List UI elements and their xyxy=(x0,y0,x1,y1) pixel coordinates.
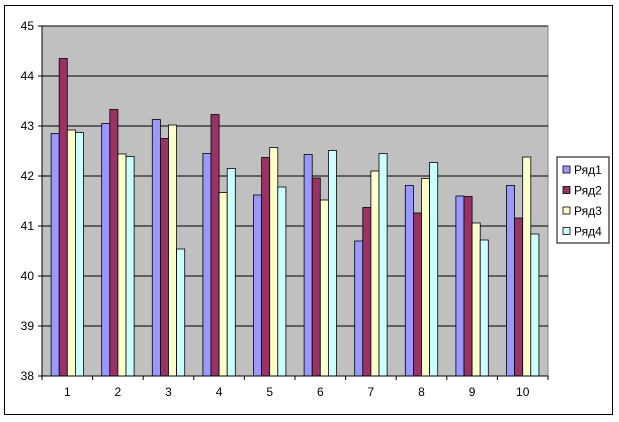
bar-Ряд3-10 xyxy=(522,156,532,377)
bar-Ряд4-9 xyxy=(479,239,489,377)
x-tick-label: 8 xyxy=(418,385,425,399)
legend-swatch-Ряд2 xyxy=(562,186,571,194)
bar-Ряд4-7 xyxy=(378,153,388,377)
bar-Ряд4-10 xyxy=(530,233,540,377)
bar-Ряд2-4 xyxy=(210,114,220,377)
y-tick-label: 44 xyxy=(21,69,35,83)
bar-Ряд3-5 xyxy=(269,147,279,377)
x-tick-label: 10 xyxy=(516,385,530,399)
bar-Ряд2-1 xyxy=(58,58,68,377)
bar-Ряд1-1 xyxy=(50,133,60,377)
bar-Ряд3-7 xyxy=(370,170,380,377)
bar-Ряд2-6 xyxy=(311,177,321,377)
bar-Ряд2-7 xyxy=(362,207,372,377)
bar-Ряд1-2 xyxy=(101,123,111,377)
x-tick-label: 2 xyxy=(115,385,122,399)
bar-Ряд3-4 xyxy=(218,192,228,377)
bar-Ряд2-2 xyxy=(109,109,119,377)
x-tick-label: 1 xyxy=(64,385,71,399)
x-axis-ticks: 1 2 3 4 5 6 7 8 9 10 xyxy=(41,376,549,399)
bar-Ряд1-5 xyxy=(253,194,263,377)
y-tick-label: 38 xyxy=(21,369,35,383)
bar-Ряд1-4 xyxy=(202,153,212,377)
bar-Ряд2-3 xyxy=(159,138,169,377)
bar-Ряд4-6 xyxy=(327,150,337,377)
bar-Ряд1-3 xyxy=(151,119,161,377)
bar-Ряд3-3 xyxy=(168,124,178,377)
bar-Ряд4-3 xyxy=(176,248,186,377)
bar-Ряд1-8 xyxy=(404,185,414,377)
legend: Ряд1 Ряд2 Ряд3 Ряд4 xyxy=(556,156,610,244)
bar-Ряд2-10 xyxy=(514,217,524,377)
bar-Ряд3-9 xyxy=(471,222,481,377)
x-tick-label: 7 xyxy=(368,385,375,399)
bar-Ряд4-8 xyxy=(429,162,439,377)
bar-Ряд2-5 xyxy=(261,157,271,377)
y-axis-ticks: 38 39 40 41 42 43 44 45 xyxy=(21,19,42,383)
legend-label-Ряд4: Ряд4 xyxy=(574,225,602,239)
bar-Ряд3-2 xyxy=(117,153,127,377)
y-tick-label: 45 xyxy=(21,19,35,33)
legend-swatch-Ряд3 xyxy=(562,206,571,215)
legend-label-Ряд1: Ряд1 xyxy=(574,163,602,177)
bar-Ряд1-10 xyxy=(506,185,516,377)
x-tick-label: 4 xyxy=(216,385,223,399)
legend-label-Ряд2: Ряд2 xyxy=(574,184,602,198)
bar-Ряд3-6 xyxy=(319,199,329,377)
y-tick-label: 41 xyxy=(21,219,35,233)
bar-Ряд4-5 xyxy=(277,186,287,377)
bar-Ряд4-1 xyxy=(75,132,84,377)
bar-Ряд4-4 xyxy=(226,168,236,377)
bar-Ряд1-7 xyxy=(354,240,364,377)
bar-Ряд2-9 xyxy=(463,196,473,377)
bar-Ряд2-8 xyxy=(412,212,422,377)
legend-swatch-Ряд4 xyxy=(562,227,571,235)
bar-Ряд1-9 xyxy=(455,195,465,377)
bars xyxy=(50,58,540,377)
y-tick-label: 43 xyxy=(21,119,35,133)
legend-swatch-Ряд1 xyxy=(562,165,571,174)
y-tick-label: 42 xyxy=(21,169,35,183)
bar-Ряд1-6 xyxy=(303,154,313,377)
bar-Ряд3-1 xyxy=(66,129,76,377)
y-tick-label: 39 xyxy=(21,319,35,333)
x-tick-label: 3 xyxy=(165,385,172,399)
bar-Ряд4-2 xyxy=(125,156,135,377)
x-tick-label: 9 xyxy=(469,385,476,399)
x-tick-label: 5 xyxy=(266,385,273,399)
x-tick-label: 6 xyxy=(317,385,324,399)
y-tick-label: 40 xyxy=(21,269,35,283)
legend-label-Ряд3: Ряд3 xyxy=(574,204,602,218)
bar-Ряд3-8 xyxy=(421,178,431,377)
